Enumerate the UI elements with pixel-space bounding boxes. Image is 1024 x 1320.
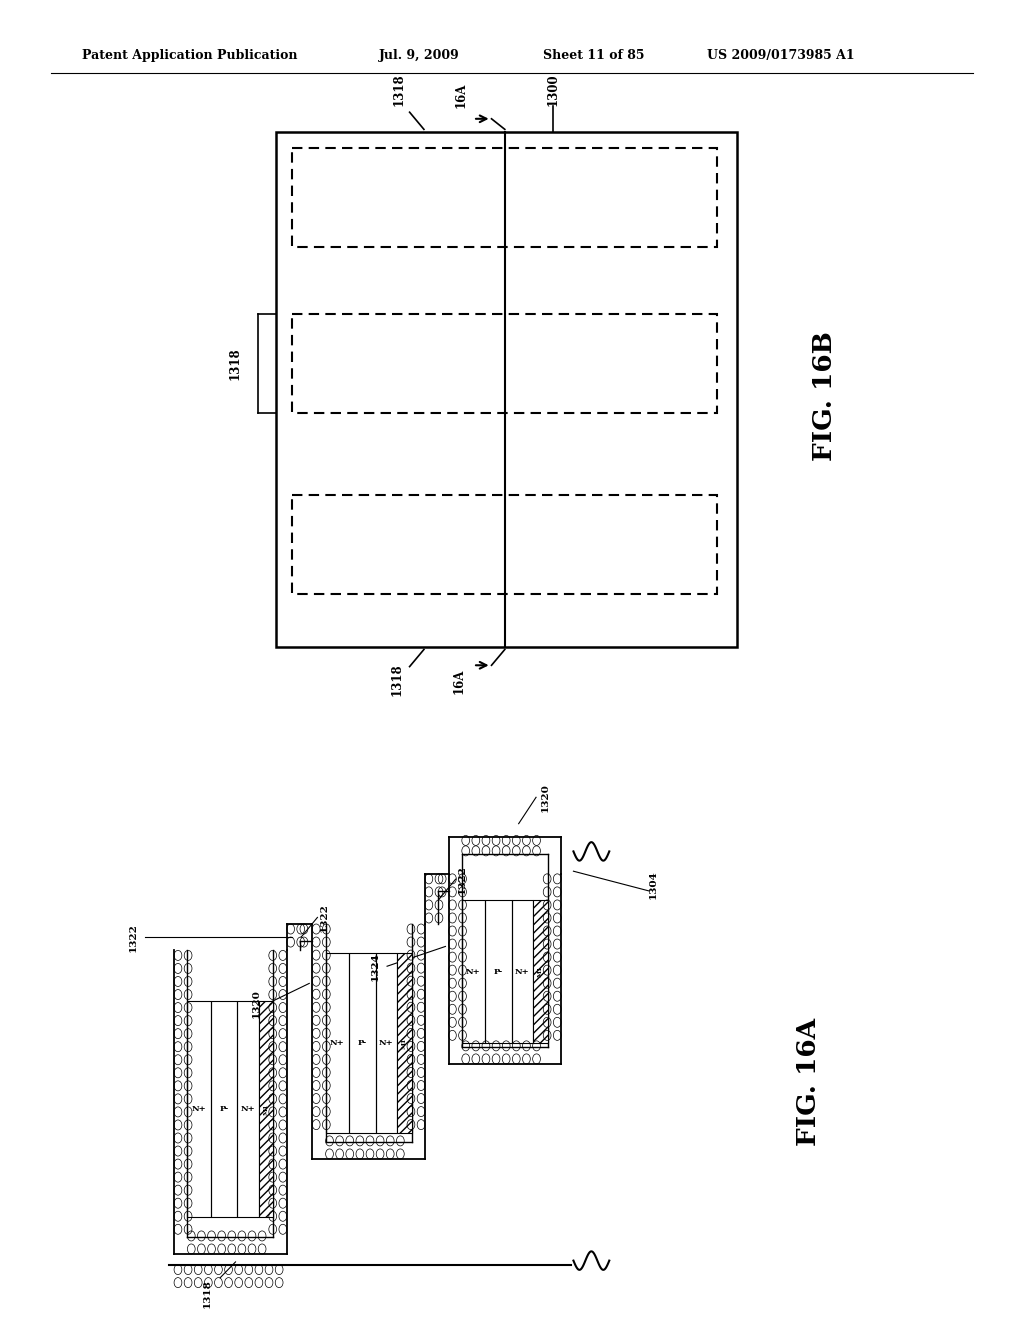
Text: 1318: 1318 xyxy=(229,347,242,380)
Text: 1318: 1318 xyxy=(393,74,406,106)
Text: N+: N+ xyxy=(515,968,529,975)
Text: 16A: 16A xyxy=(453,668,465,694)
Text: N+: N+ xyxy=(191,1105,206,1113)
Text: 1304: 1304 xyxy=(649,870,657,899)
Bar xyxy=(211,1001,238,1217)
Bar xyxy=(349,953,376,1133)
Text: P-: P- xyxy=(219,1105,228,1113)
Text: M1: M1 xyxy=(538,966,543,977)
Text: Sheet 11 of 85: Sheet 11 of 85 xyxy=(543,49,644,62)
Bar xyxy=(462,900,485,1043)
Text: FIG. 16B: FIG. 16B xyxy=(812,331,837,461)
Text: 1320: 1320 xyxy=(252,989,260,1018)
Text: N+: N+ xyxy=(330,1039,344,1047)
Text: 1320: 1320 xyxy=(541,783,550,812)
Bar xyxy=(259,1001,273,1217)
Text: N+: N+ xyxy=(241,1105,255,1113)
Text: N+: N+ xyxy=(466,968,480,975)
Bar xyxy=(512,900,534,1043)
Text: 1322: 1322 xyxy=(319,903,329,932)
Bar xyxy=(397,953,412,1133)
Text: 1322: 1322 xyxy=(129,923,137,952)
Bar xyxy=(238,1001,259,1217)
Text: P-: P- xyxy=(494,968,503,975)
Text: M1: M1 xyxy=(263,1104,268,1114)
Text: 1318: 1318 xyxy=(203,1279,211,1308)
Text: 1318: 1318 xyxy=(391,664,403,696)
Bar xyxy=(326,953,349,1133)
Text: 1300: 1300 xyxy=(547,74,559,106)
Bar xyxy=(485,900,512,1043)
Text: 16A: 16A xyxy=(455,82,467,108)
Text: P-: P- xyxy=(357,1039,367,1047)
Text: N+: N+ xyxy=(379,1039,393,1047)
Text: US 2009/0173985 A1: US 2009/0173985 A1 xyxy=(707,49,854,62)
Text: 1322: 1322 xyxy=(458,865,467,894)
Text: Jul. 9, 2009: Jul. 9, 2009 xyxy=(379,49,460,62)
Text: 1324: 1324 xyxy=(371,952,379,981)
Bar xyxy=(187,1001,211,1217)
Text: FIG. 16A: FIG. 16A xyxy=(797,1018,821,1147)
Bar xyxy=(534,900,548,1043)
Text: M1: M1 xyxy=(401,1038,407,1048)
Bar xyxy=(376,953,397,1133)
Text: Patent Application Publication: Patent Application Publication xyxy=(82,49,297,62)
